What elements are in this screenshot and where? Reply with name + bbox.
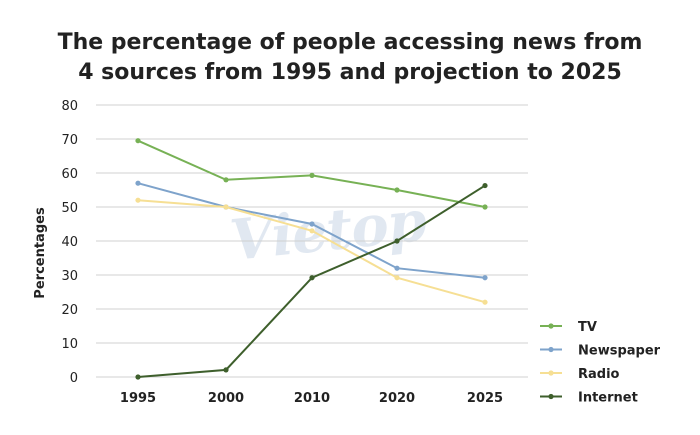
x-tick-label: 2020 xyxy=(379,391,415,406)
data-point xyxy=(482,204,488,210)
y-tick-label: 70 xyxy=(61,133,78,148)
series-line xyxy=(137,199,486,304)
y-tick-label: 40 xyxy=(61,235,78,250)
legend-entry: TV xyxy=(578,320,597,335)
data-point xyxy=(394,187,400,193)
chart-title: The percentage of people accessing news … xyxy=(0,28,700,88)
data-point xyxy=(394,275,400,281)
data-point xyxy=(394,265,400,271)
legend-entry: Internet xyxy=(578,391,638,406)
data-point xyxy=(482,182,488,189)
legend-entry: Radio xyxy=(578,367,620,382)
data-point xyxy=(223,177,229,183)
y-tick-label: 0 xyxy=(70,371,78,386)
series-line xyxy=(137,184,486,378)
data-point xyxy=(135,374,141,380)
y-tick-label: 60 xyxy=(61,167,78,182)
y-axis-label: Percentages xyxy=(33,207,48,299)
data-point xyxy=(223,204,229,210)
x-tick-label: 1995 xyxy=(120,391,156,406)
legend-swatch-marker xyxy=(548,370,554,376)
legend-swatch-marker xyxy=(548,393,554,400)
chart-title-line-2: 4 sources from 1995 and projection to 20… xyxy=(78,60,622,85)
data-point xyxy=(135,138,141,144)
x-tick-label: 2025 xyxy=(467,391,503,406)
legend-entry: Newspaper xyxy=(578,344,661,359)
data-point xyxy=(135,197,141,203)
y-tick-label: 30 xyxy=(61,269,78,284)
data-point xyxy=(482,299,488,305)
chart-title-line-1: The percentage of people accessing news … xyxy=(57,30,643,55)
data-point xyxy=(309,228,315,234)
y-tick-label: 20 xyxy=(61,303,78,318)
data-point xyxy=(135,180,141,186)
legend-swatch-marker xyxy=(548,346,554,353)
y-tick-label: 50 xyxy=(61,201,78,216)
legend-swatch-marker xyxy=(548,323,554,329)
data-point xyxy=(223,367,229,373)
y-tick-label: 80 xyxy=(61,99,78,114)
data-point xyxy=(482,275,488,281)
data-point xyxy=(394,238,400,244)
data-point xyxy=(309,172,315,178)
x-tick-label: 2010 xyxy=(294,391,330,406)
data-point xyxy=(309,221,315,227)
x-tick-label: 2000 xyxy=(208,391,244,406)
data-point xyxy=(309,275,315,281)
y-tick-label: 10 xyxy=(61,337,78,352)
